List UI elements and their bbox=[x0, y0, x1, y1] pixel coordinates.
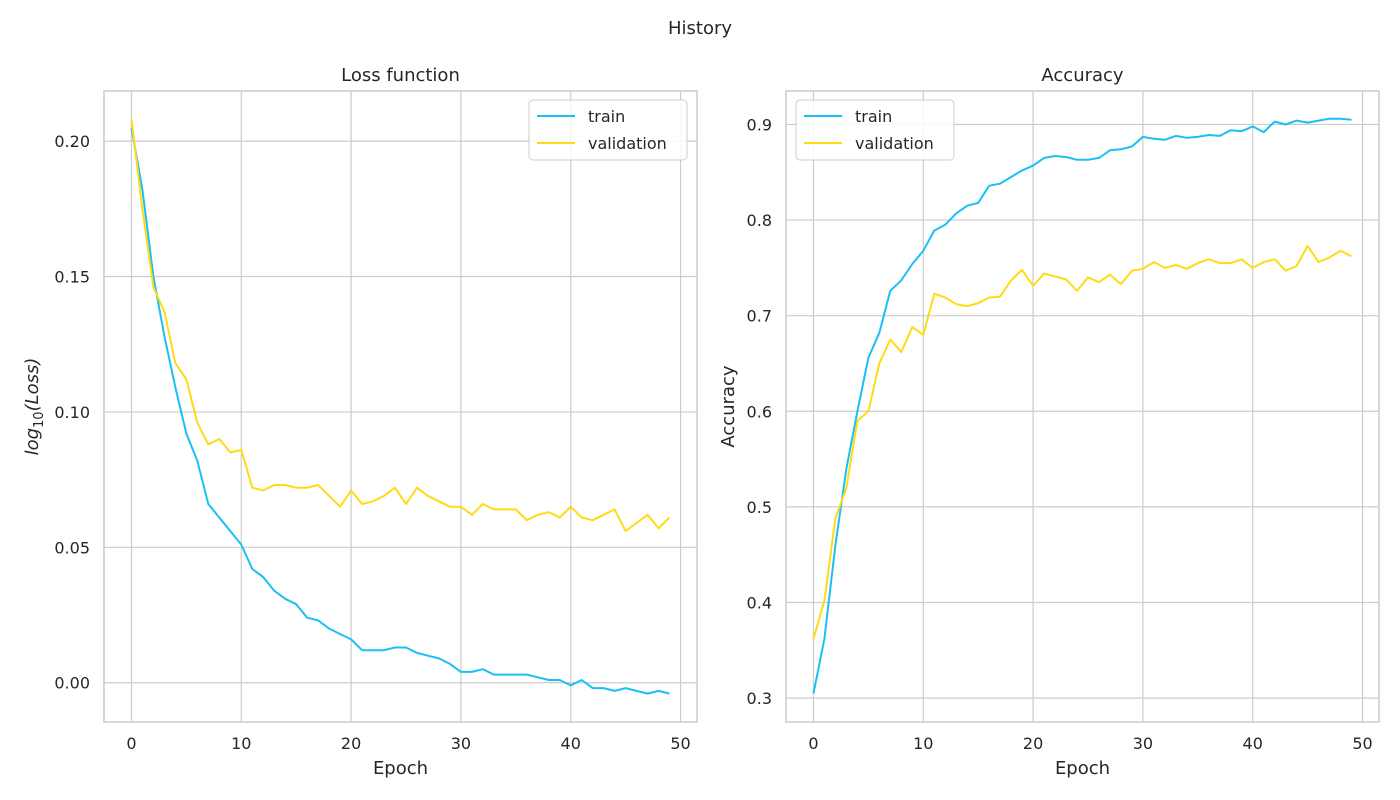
loss-ytick-label: 0.20 bbox=[54, 132, 90, 151]
acc-ytick-label: 0.5 bbox=[747, 498, 772, 517]
loss-series-train-line bbox=[130, 127, 670, 695]
acc-series-validation-line bbox=[812, 244, 1352, 640]
loss-ylabel: log10(Loss) bbox=[22, 358, 47, 456]
accuracy-subplot: 0 10 20 30 40 50 0.3 0.4 0.5 0.6 0.7 0.8 0.9 Accuracy… bbox=[718, 65, 1380, 779]
acc-ytick-label: 0.4 bbox=[747, 593, 772, 612]
loss-ytick-label: 0.10 bbox=[54, 403, 90, 422]
figure-suptitle: History bbox=[668, 18, 732, 39]
loss-subplot-title: Loss function bbox=[341, 65, 460, 86]
loss-xtick-label: 50 bbox=[670, 734, 690, 753]
acc-legend-label-train: train bbox=[855, 107, 892, 126]
acc-ylabel: Accuracy bbox=[718, 365, 739, 448]
loss-xtick-label: 10 bbox=[231, 734, 251, 753]
acc-ytick-label: 0.6 bbox=[747, 402, 772, 421]
loss-xlabel: Epoch bbox=[373, 758, 428, 779]
acc-xtick-label: 20 bbox=[1023, 734, 1043, 753]
loss-ytick-label: 0.15 bbox=[54, 268, 90, 287]
loss-xtick-label: 40 bbox=[561, 734, 581, 753]
acc-xtick-label: 0 bbox=[808, 734, 818, 753]
acc-xtick-label: 10 bbox=[913, 734, 933, 753]
loss-xtick-label: 30 bbox=[451, 734, 471, 753]
loss-legend-label-train: train bbox=[588, 107, 625, 126]
acc-xtick-label: 40 bbox=[1243, 734, 1263, 753]
loss-ytick-label: 0.00 bbox=[54, 674, 90, 693]
acc-legend-label-validation: validation bbox=[855, 134, 934, 153]
loss-xtick-label: 20 bbox=[341, 734, 361, 753]
acc-ytick-label: 0.3 bbox=[747, 689, 772, 708]
loss-legend-label-validation: validation bbox=[588, 134, 667, 153]
acc-ytick-label: 0.9 bbox=[747, 115, 772, 134]
loss-axes-frame bbox=[103, 90, 698, 723]
acc-axes-frame bbox=[785, 90, 1380, 723]
acc-ytick-label: 0.7 bbox=[747, 307, 772, 326]
loss-subplot: 0 10 20 30 40 50 0.00 0.05 0.10 0.15 0.20 Loss func… bbox=[22, 65, 698, 779]
loss-xtick-label: 0 bbox=[126, 734, 136, 753]
acc-xtick-label: 50 bbox=[1352, 734, 1372, 753]
acc-series-train-line bbox=[812, 117, 1352, 694]
acc-ytick-label: 0.8 bbox=[747, 211, 772, 230]
acc-xtick-label: 30 bbox=[1133, 734, 1153, 753]
acc-subplot-title: Accuracy bbox=[1041, 65, 1124, 86]
loss-series-validation-line bbox=[130, 119, 671, 533]
loss-ytick-label: 0.05 bbox=[54, 538, 90, 557]
acc-xlabel: Epoch bbox=[1055, 758, 1110, 779]
